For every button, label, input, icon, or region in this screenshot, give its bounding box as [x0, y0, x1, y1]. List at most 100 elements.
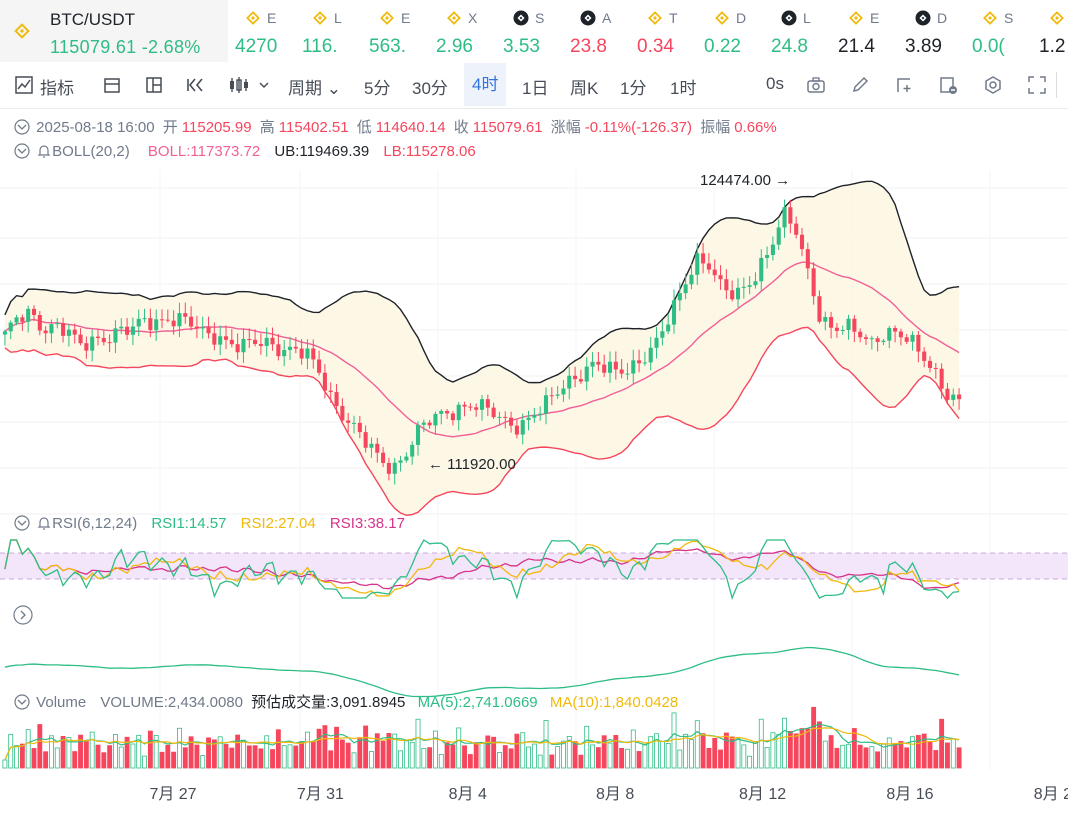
layout-icon[interactable] — [144, 75, 164, 95]
ticker-bar: BTC/USDT 115079.61 -2.68% E 4270 L 116. E 563… — [0, 0, 1068, 62]
ticker-item[interactable]: L 24.8 — [765, 0, 833, 62]
ticker-item[interactable]: A 23.8 — [564, 0, 632, 62]
ticker-item[interactable]: X 2.96 — [430, 0, 498, 62]
ticker-item-price: 23.8 — [570, 36, 607, 57]
settings-icon[interactable] — [983, 75, 1003, 95]
volume-bar — [700, 733, 706, 769]
ohlc-high: 115402.51 — [278, 119, 349, 136]
ticker-item[interactable]: E 563. — [363, 0, 431, 62]
volume-bar — [427, 747, 433, 769]
collapse-chevron-icon[interactable] — [12, 119, 32, 135]
volume-bar — [776, 734, 782, 769]
volume-bar — [584, 725, 590, 769]
volume-bar — [217, 736, 223, 769]
volume-bar — [118, 746, 124, 769]
candle-body — [253, 339, 258, 345]
interval-tab[interactable]: 4时 — [464, 63, 507, 106]
collapse-chevron-icon[interactable] — [12, 515, 32, 531]
candle-body — [712, 269, 717, 276]
volume-bar — [467, 754, 473, 769]
ticker-item[interactable]: I1.2 — [1033, 0, 1068, 62]
ticker-item[interactable]: D 0.22 — [698, 0, 766, 62]
calendar-icon[interactable] — [102, 75, 122, 95]
rsi-info-row: RSI(6,12,24) RSI1:14.57 RSI2:27.04 RSI3:… — [12, 515, 409, 532]
volume-bar — [851, 728, 857, 769]
rsi2-line — [4, 539, 960, 597]
candle-body — [450, 413, 455, 421]
clear-drawings-icon[interactable] — [938, 75, 958, 95]
ticker-item[interactable]: S 0.0( — [966, 0, 1034, 62]
candle-body — [573, 375, 578, 380]
interval-tab[interactable]: 1分 — [620, 79, 647, 98]
interval-tab[interactable]: 5分 — [364, 79, 391, 98]
volume-bar — [828, 735, 834, 769]
volume-bar — [886, 737, 892, 769]
volume-bar — [206, 737, 211, 769]
candle-body — [78, 334, 83, 344]
candle-body — [229, 339, 234, 345]
volume-ma10-line — [4, 727, 960, 761]
candle-body — [788, 207, 793, 224]
ticker-item-price: 0.34 — [637, 36, 674, 57]
volume-bar — [904, 747, 910, 769]
candle-body — [596, 361, 601, 365]
candle-body — [863, 337, 869, 340]
candle-body — [898, 331, 903, 338]
bell-icon[interactable] — [36, 143, 52, 159]
volume-bar — [235, 734, 241, 769]
expand-chevron-icon[interactable] — [12, 604, 34, 626]
ticker-item[interactable]: S 3.53 — [497, 0, 565, 62]
boll-label[interactable]: BOLL(20,2) — [52, 143, 130, 160]
interval-tab[interactable]: 1时 — [670, 79, 697, 98]
candle-body — [881, 340, 886, 342]
collapse-chevron-icon[interactable] — [12, 694, 32, 710]
volume-bar — [374, 733, 380, 769]
candle-body — [334, 392, 339, 406]
interval-tab[interactable]: 1日 — [522, 79, 549, 98]
high-marker-label: 124474.00 → — [700, 172, 791, 189]
ticker-item[interactable]: L 116. — [296, 0, 364, 62]
candlestick-type-icon[interactable] — [228, 75, 254, 95]
candle-body — [49, 324, 54, 334]
candle-body — [445, 410, 450, 414]
ticker-item[interactable]: E 21.4 — [832, 0, 900, 62]
camera-icon[interactable] — [806, 75, 826, 95]
volume-bar — [194, 744, 200, 769]
bell-icon[interactable] — [36, 515, 52, 531]
volume-bar — [939, 718, 945, 769]
binance-logo-icon — [580, 10, 596, 26]
volume-bar — [526, 746, 531, 769]
candle-body — [677, 293, 682, 301]
rsi-label[interactable]: RSI(6,12,24) — [52, 515, 138, 532]
candle-body — [136, 318, 141, 327]
candle-body — [31, 308, 37, 316]
add-drawing-icon[interactable] — [894, 75, 914, 95]
volume-bar — [444, 742, 450, 769]
volume-bar — [659, 741, 665, 769]
collapse-chevron-icon[interactable] — [12, 143, 32, 159]
indicators-button[interactable]: 指标 — [40, 79, 74, 98]
chevron-down-icon[interactable] — [258, 75, 270, 95]
volume-label[interactable]: Volume — [36, 694, 87, 711]
candle-body — [235, 344, 240, 353]
volume-info-row: Volume VOLUME:2,434.0080 预估成交量:3,091.894… — [12, 691, 682, 712]
period-menu[interactable]: 周期 ⌄ — [288, 79, 341, 98]
volume-bar — [933, 750, 939, 769]
interval-tab[interactable]: 30分 — [412, 79, 448, 98]
main-pair-ticker[interactable]: BTC/USDT 115079.61 -2.68% — [0, 0, 228, 62]
ticker-item[interactable]: E 4270 — [229, 0, 297, 62]
ticker-item[interactable]: D 3.89 — [899, 0, 967, 62]
rewind-icon[interactable] — [186, 75, 206, 95]
candle-body — [95, 336, 101, 338]
pencil-icon[interactable] — [850, 75, 870, 95]
interval-tab[interactable]: 周K — [570, 79, 599, 98]
volume-bar — [741, 744, 747, 769]
candle-body — [747, 285, 752, 287]
volume-bar — [549, 754, 555, 769]
candle-body — [689, 274, 694, 285]
volume-bar — [537, 754, 543, 769]
ticker-item[interactable]: T 0.34 — [631, 0, 699, 62]
fullscreen-icon[interactable] — [1027, 75, 1047, 95]
candle-body — [887, 327, 892, 341]
